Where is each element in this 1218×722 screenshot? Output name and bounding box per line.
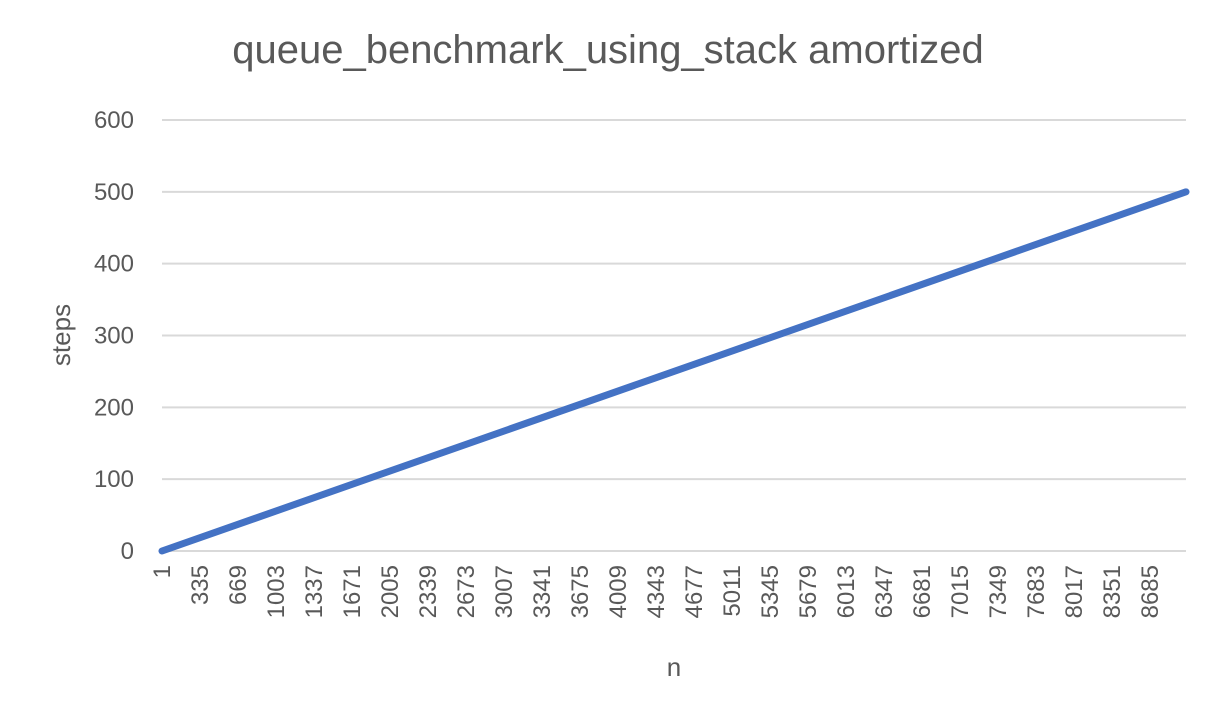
- x-tick-label: 3341: [529, 565, 556, 618]
- x-tick-label: 8017: [1061, 565, 1088, 618]
- x-tick-label: 6013: [833, 565, 860, 618]
- x-tick-label: 2339: [415, 565, 442, 618]
- x-tick-label: 7683: [1023, 565, 1050, 618]
- y-tick-label: 200: [94, 394, 134, 421]
- x-tick-label: 4677: [681, 565, 708, 618]
- series-layer: [158, 188, 1190, 555]
- x-axis: 1 335 669 1003 1337 1671 2005 2339 2673 3007 3341 3…: [149, 565, 1164, 618]
- y-tick-label: 500: [94, 179, 134, 206]
- y-tick-label: 0: [121, 538, 134, 565]
- x-tick-label: 3675: [567, 565, 594, 618]
- x-axis-label: n: [667, 652, 681, 682]
- x-tick-label: 5679: [795, 565, 822, 618]
- x-tick-label: 1337: [301, 565, 328, 618]
- x-tick-label: 7015: [947, 565, 974, 618]
- x-tick-label: 6347: [871, 565, 898, 618]
- x-tick-label: 7349: [985, 565, 1012, 618]
- chart-title: queue_benchmark_using_stack amortized: [232, 28, 984, 72]
- x-tick-label: 8351: [1099, 565, 1126, 618]
- gridlines: [162, 119, 1186, 552]
- x-tick-label: 1: [149, 565, 176, 578]
- series-line: [158, 188, 1190, 555]
- x-tick-label: 335: [187, 565, 214, 605]
- x-tick-label: 2673: [453, 565, 480, 618]
- x-tick-label: 4009: [605, 565, 632, 618]
- x-tick-label: 4343: [643, 565, 670, 618]
- y-axis: 0 100 200 300 400 500 600: [94, 107, 134, 565]
- x-tick-label: 6681: [909, 565, 936, 618]
- x-tick-label: 3007: [491, 565, 518, 618]
- x-tick-label: 5011: [719, 565, 746, 617]
- y-tick-label: 600: [94, 107, 134, 134]
- y-tick-label: 300: [94, 323, 134, 350]
- y-axis-label: steps: [46, 304, 76, 366]
- y-tick-label: 100: [94, 466, 134, 493]
- x-tick-label: 669: [225, 565, 252, 605]
- y-tick-label: 400: [94, 251, 134, 278]
- x-tick-label: 2005: [377, 565, 404, 618]
- x-tick-label: 1671: [339, 565, 366, 618]
- x-tick-label: 1003: [263, 565, 290, 618]
- x-tick-label: 5345: [757, 565, 784, 618]
- x-tick-label: 8685: [1137, 565, 1164, 618]
